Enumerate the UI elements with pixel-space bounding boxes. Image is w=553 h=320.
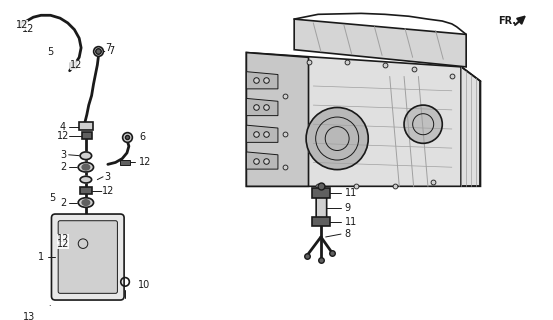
Text: 5: 5 bbox=[49, 193, 55, 203]
FancyBboxPatch shape bbox=[80, 187, 92, 194]
Ellipse shape bbox=[82, 200, 90, 205]
Polygon shape bbox=[247, 99, 278, 116]
Polygon shape bbox=[247, 52, 481, 186]
Polygon shape bbox=[247, 152, 278, 169]
Text: 12: 12 bbox=[139, 157, 152, 167]
FancyBboxPatch shape bbox=[51, 214, 124, 300]
Text: 7: 7 bbox=[108, 46, 114, 56]
FancyBboxPatch shape bbox=[312, 188, 330, 198]
Text: 12: 12 bbox=[57, 234, 69, 244]
Text: 6: 6 bbox=[139, 132, 145, 142]
FancyBboxPatch shape bbox=[120, 160, 130, 165]
Text: 2: 2 bbox=[60, 197, 66, 208]
Text: FR.: FR. bbox=[498, 16, 516, 26]
FancyBboxPatch shape bbox=[58, 221, 117, 293]
FancyBboxPatch shape bbox=[79, 122, 92, 130]
Text: 7: 7 bbox=[105, 43, 111, 53]
Text: 12: 12 bbox=[70, 60, 82, 70]
Ellipse shape bbox=[80, 152, 92, 160]
Text: 12: 12 bbox=[15, 20, 28, 30]
Text: 11: 11 bbox=[345, 217, 357, 227]
Text: 5: 5 bbox=[48, 47, 54, 57]
Text: 1: 1 bbox=[38, 252, 44, 262]
Ellipse shape bbox=[80, 176, 92, 183]
Text: 12: 12 bbox=[22, 24, 34, 34]
Ellipse shape bbox=[306, 108, 368, 170]
Text: 9: 9 bbox=[345, 203, 351, 213]
Ellipse shape bbox=[78, 163, 93, 172]
FancyBboxPatch shape bbox=[316, 196, 327, 219]
Text: 4: 4 bbox=[60, 122, 66, 132]
FancyBboxPatch shape bbox=[312, 217, 330, 227]
Polygon shape bbox=[247, 52, 309, 186]
Text: 8: 8 bbox=[345, 229, 351, 239]
Ellipse shape bbox=[78, 198, 93, 207]
Polygon shape bbox=[294, 19, 466, 67]
Text: 12: 12 bbox=[57, 239, 69, 249]
Ellipse shape bbox=[82, 164, 90, 170]
Text: 12: 12 bbox=[102, 186, 114, 196]
Text: 3: 3 bbox=[105, 172, 111, 182]
Text: 11: 11 bbox=[345, 188, 357, 198]
Text: 3: 3 bbox=[60, 150, 66, 160]
Ellipse shape bbox=[404, 105, 442, 143]
Polygon shape bbox=[247, 125, 278, 142]
FancyBboxPatch shape bbox=[82, 132, 92, 139]
Text: 13: 13 bbox=[23, 312, 35, 320]
Polygon shape bbox=[247, 72, 278, 89]
Text: 2: 2 bbox=[60, 162, 66, 172]
Text: 10: 10 bbox=[138, 280, 150, 290]
Text: 12: 12 bbox=[57, 131, 69, 141]
